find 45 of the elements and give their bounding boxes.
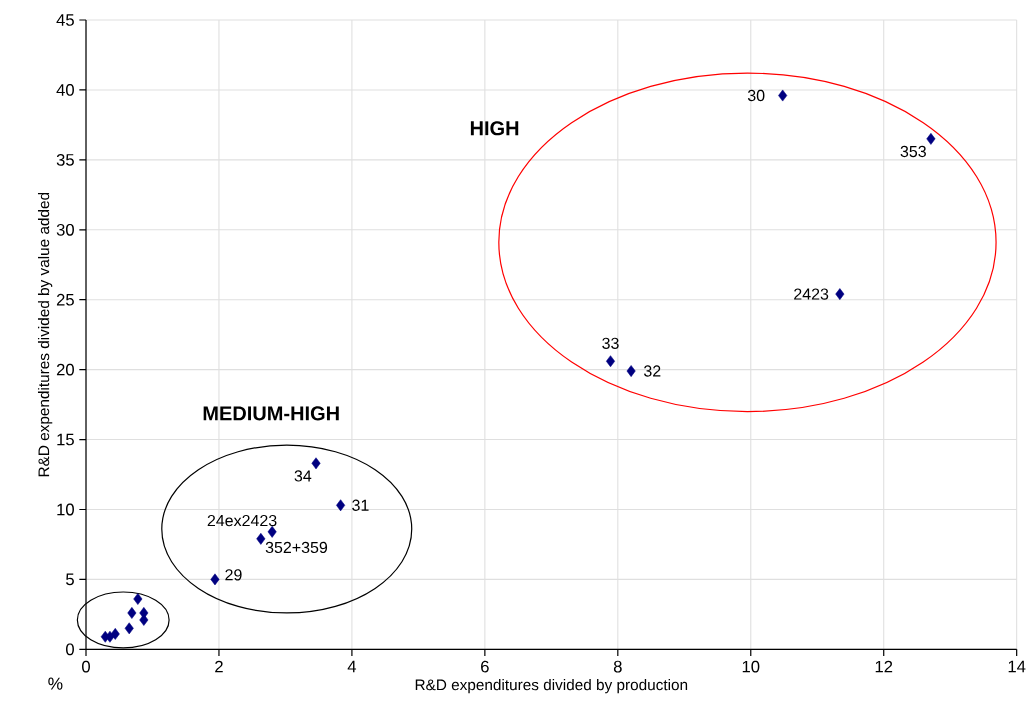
x-tick-label: 2 (215, 660, 223, 673)
annotation: 31 (352, 499, 369, 511)
x-axis-title: R&D expenditures divided by production (415, 678, 688, 694)
point (256, 532, 266, 545)
x-tick-label: 10 (742, 660, 760, 673)
annotation: 34 (294, 470, 312, 482)
text: % (48, 677, 63, 690)
point (124, 622, 134, 635)
x-tick-label: 12 (875, 660, 893, 673)
y-tick-label: 10 (57, 503, 74, 516)
point (311, 457, 321, 470)
x-tick-label: 8 (613, 660, 622, 673)
annotation: 2423 (794, 288, 829, 300)
annotation: 353 (900, 145, 926, 157)
annotation: 29 (225, 568, 242, 581)
y-axis-title: R&D expenditures divided by value added (37, 192, 53, 477)
point (210, 573, 220, 586)
point (336, 499, 346, 511)
y-tick-label: 25 (56, 293, 74, 306)
y-tick-label: 0 (66, 643, 74, 656)
x-tick-label: 4 (347, 660, 357, 673)
point (626, 365, 636, 377)
point (606, 355, 615, 367)
y-tick-label: 5 (66, 573, 74, 586)
annotation: 24ex2423 (207, 514, 277, 527)
annotation: 32 (643, 365, 661, 377)
annotation: 352+359 (265, 541, 328, 553)
x-tick-label: 0 (82, 660, 90, 673)
annotation: 33 (602, 337, 619, 349)
point (926, 132, 936, 145)
point (835, 288, 845, 300)
point (133, 592, 143, 605)
annotation: HIGH (470, 121, 519, 136)
y-tick-label: 20 (56, 363, 74, 376)
y-tick-label: 45 (56, 14, 74, 26)
x-tick-label: 14 (1008, 660, 1026, 673)
annotation: MEDIUM-HIGH (203, 406, 339, 421)
y-tick-label: 40 (56, 83, 74, 96)
y-tick-label: 35 (56, 153, 74, 166)
annotation: 30 (747, 89, 765, 102)
y-tick-label: 30 (56, 223, 74, 236)
point (778, 89, 788, 102)
point (127, 606, 137, 619)
y-tick-label: 15 (57, 433, 74, 446)
x-tick-label: 6 (481, 660, 489, 673)
